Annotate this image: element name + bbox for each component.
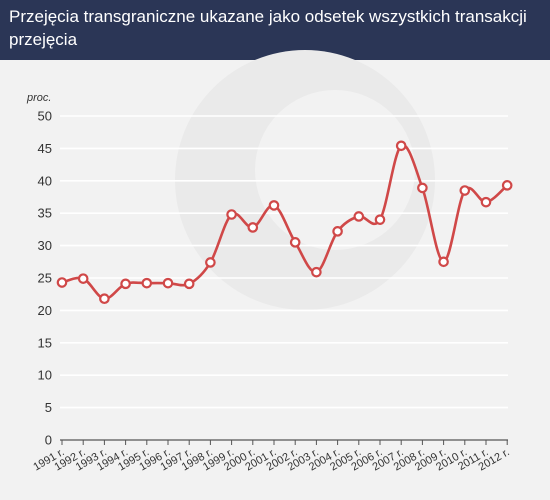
y-tick-label: 30 (38, 238, 52, 253)
y-tick-label: 25 (38, 271, 52, 286)
data-point (395, 140, 407, 152)
chart-header: Przejęcia transgraniczne ukazane jako od… (0, 0, 550, 60)
axes: 1991 r.1992 r.1993 r.1994 r.1995 r.1996 … (31, 440, 512, 473)
y-axis-unit-label: proc. (26, 92, 51, 104)
data-point (77, 273, 89, 284)
data-point (289, 237, 301, 248)
data-point (438, 256, 449, 268)
y-tick-label: 35 (38, 206, 52, 221)
y-tick-label: 15 (38, 335, 52, 350)
data-point (332, 226, 343, 237)
data-point (226, 209, 237, 220)
data-point (141, 277, 153, 289)
data-point (205, 257, 216, 268)
data-point (99, 293, 110, 305)
data-point (459, 185, 471, 196)
y-tick-label: 45 (38, 141, 52, 156)
y-tick-label: 50 (38, 109, 52, 124)
chart-title: Przejęcia transgraniczne ukazane jako od… (9, 7, 527, 49)
data-point (480, 196, 492, 208)
data-point (268, 200, 280, 211)
y-tick-label: 40 (38, 173, 52, 188)
data-point (417, 182, 428, 194)
y-tick-label: 0 (45, 433, 52, 448)
y-tick-label: 5 (45, 400, 52, 415)
y-tick-label: 20 (38, 303, 52, 318)
watermark-inner-disc (255, 90, 415, 250)
data-point (247, 222, 259, 233)
data-point (120, 278, 131, 290)
data-point (501, 180, 513, 191)
data-point (353, 211, 365, 222)
data-point (374, 214, 386, 225)
gridlines: 0 5 10 15 20 25 30 35 40 45 50 (38, 109, 508, 448)
series (56, 140, 513, 305)
y-tick-label: 10 (38, 368, 52, 383)
series-line (60, 144, 509, 301)
data-point (311, 266, 322, 278)
data-point (183, 278, 195, 290)
data-point (162, 277, 174, 289)
data-point (56, 277, 68, 288)
